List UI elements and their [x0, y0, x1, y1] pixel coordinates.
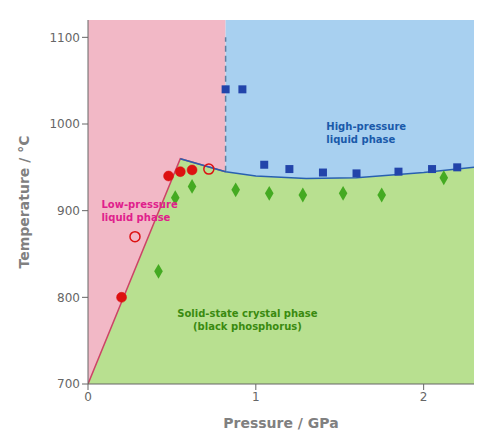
- svg-text:700: 700: [57, 377, 80, 391]
- svg-text:1100: 1100: [49, 31, 80, 45]
- svg-text:High-pressureliquid phase: High-pressureliquid phase: [326, 121, 406, 145]
- svg-text:0: 0: [84, 390, 92, 404]
- svg-text:1: 1: [252, 390, 260, 404]
- svg-text:Low-pressureliquid phase: Low-pressureliquid phase: [101, 199, 177, 223]
- svg-text:800: 800: [57, 291, 80, 305]
- svg-text:900: 900: [57, 204, 80, 218]
- svg-text:Pressure / GPa: Pressure / GPa: [223, 415, 338, 431]
- svg-text:1000: 1000: [49, 117, 80, 131]
- svg-text:Solid-state crystal phase(blac: Solid-state crystal phase(black phosphor…: [177, 307, 318, 331]
- svg-text:2: 2: [420, 390, 428, 404]
- svg-text:Temperature / °C: Temperature / °C: [16, 136, 32, 269]
